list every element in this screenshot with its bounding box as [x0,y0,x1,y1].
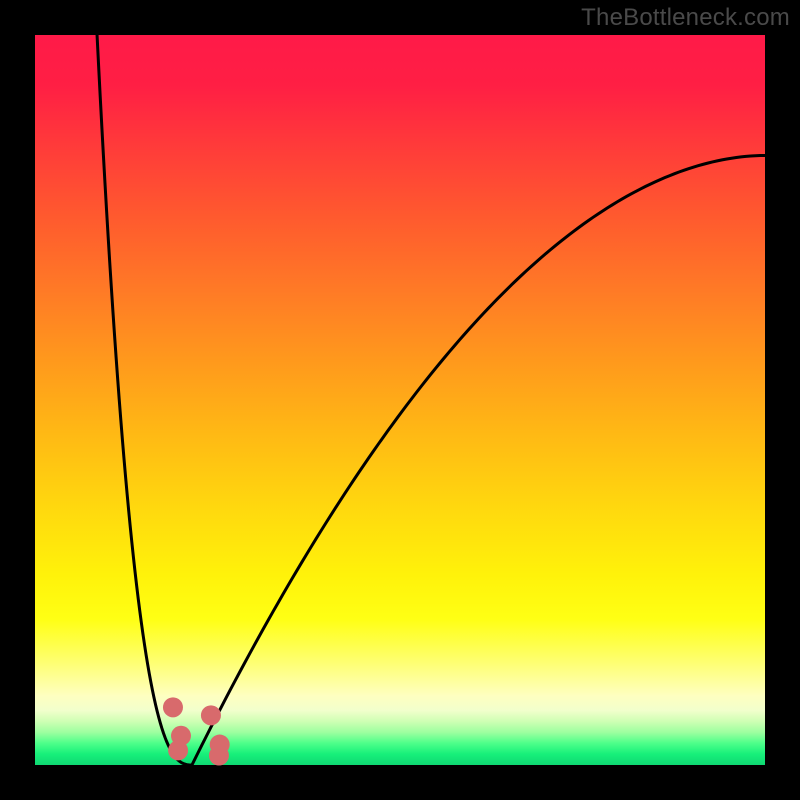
bottleneck-chart-svg [0,0,800,800]
watermark-text: TheBottleneck.com [581,4,790,32]
data-marker [209,746,229,766]
plot-background [35,35,765,765]
data-marker [168,740,188,760]
chart-stage: TheBottleneck.com [0,0,800,800]
data-marker [163,697,183,717]
data-marker [201,705,221,725]
